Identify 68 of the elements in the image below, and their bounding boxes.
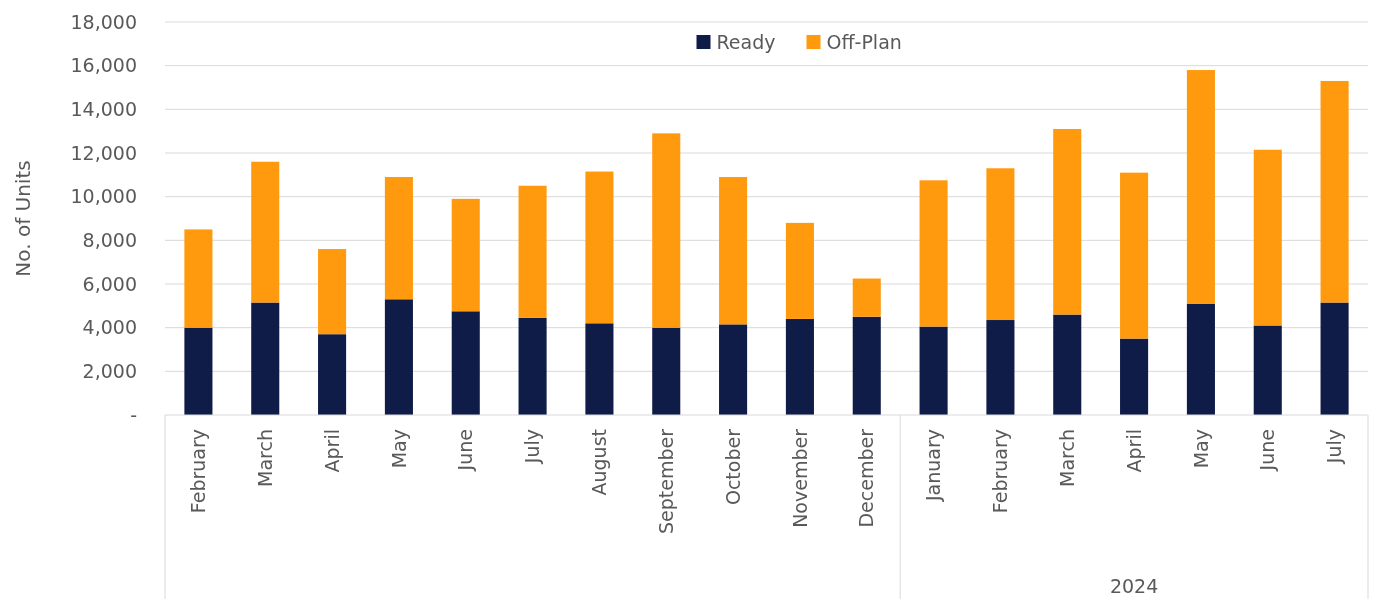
y-tick-label: 12,000 — [70, 141, 137, 164]
y-tick-label: 4,000 — [82, 316, 137, 339]
y-tick-label: 16,000 — [70, 54, 137, 77]
x-tick-label: September — [654, 428, 677, 535]
bar — [1053, 128, 1082, 315]
bar — [1253, 325, 1282, 415]
bar — [184, 229, 213, 328]
bar — [919, 180, 948, 327]
y-tick-label: 18,000 — [70, 10, 137, 33]
bar — [1253, 149, 1282, 326]
bar — [585, 323, 614, 415]
x-tick-label: June — [1256, 429, 1279, 472]
x-tick-label: August — [588, 429, 611, 496]
bar — [1186, 70, 1215, 304]
y-axis-title: No. of Units — [11, 160, 35, 277]
bar — [451, 198, 480, 312]
x-tick-label: February — [187, 429, 210, 514]
bar — [919, 326, 948, 415]
bar — [986, 168, 1015, 321]
x-tick-label: April — [1122, 429, 1145, 473]
y-tick-label: - — [130, 403, 137, 426]
x-tick-label: March — [1055, 429, 1078, 487]
x-tick-label: February — [989, 429, 1012, 514]
bar — [251, 302, 280, 415]
x-tick-label: July — [521, 429, 544, 465]
legend-label: Off-Plan — [826, 30, 902, 53]
x-tick-label: January — [922, 429, 945, 503]
y-tick-label: 2,000 — [82, 359, 137, 382]
y-tick-label: 14,000 — [70, 97, 137, 120]
bar — [318, 334, 347, 415]
bar — [719, 177, 748, 325]
bar — [852, 278, 881, 317]
x-tick-label: March — [253, 429, 276, 487]
bar — [518, 185, 547, 318]
x-tick-label: June — [454, 429, 477, 472]
bar — [318, 249, 347, 335]
y-tick-label: 6,000 — [82, 272, 137, 295]
x-tick-label: May — [387, 429, 410, 469]
bar — [852, 316, 881, 415]
bar — [652, 133, 681, 328]
bar — [1186, 303, 1215, 415]
x-tick-label: November — [788, 428, 811, 528]
x-tick-label: May — [1189, 429, 1212, 469]
bar — [384, 299, 413, 415]
bar — [184, 327, 213, 415]
y-tick-label: 8,000 — [82, 228, 137, 251]
legend-label: Ready — [716, 30, 776, 53]
x-tick-label: October — [721, 428, 744, 506]
bar — [986, 320, 1015, 415]
bar — [719, 324, 748, 415]
bar — [1320, 80, 1349, 303]
bar — [251, 161, 280, 303]
x-tick-label: December — [855, 428, 878, 528]
bar — [518, 317, 547, 415]
text: 2024 — [1109, 575, 1159, 597]
bar — [451, 311, 480, 415]
bar — [384, 177, 413, 300]
bar — [585, 171, 614, 324]
bar — [1120, 172, 1149, 339]
x-tick-label: April — [320, 429, 343, 473]
bar — [785, 222, 814, 319]
bar — [1053, 314, 1082, 415]
x-tick-label: July — [1323, 429, 1346, 465]
bar — [785, 318, 814, 415]
y-tick-label: 10,000 — [70, 185, 137, 208]
bar — [1120, 338, 1149, 415]
bar — [1320, 302, 1349, 415]
bar — [652, 327, 681, 415]
